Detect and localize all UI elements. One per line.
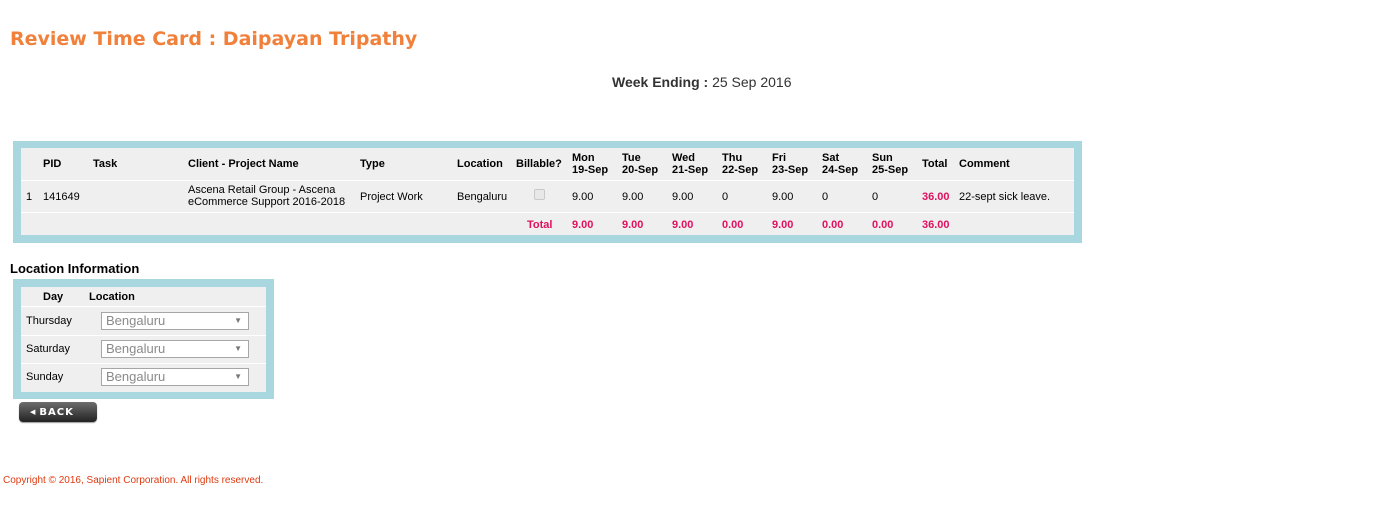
header-day-tue: Tue 20-Sep	[622, 152, 659, 176]
location-table: Day Location Thursday Bengaluru ▼ Saturd…	[13, 279, 274, 399]
row-client-project: Ascena Retail Group - Ascena eCommerce Su…	[188, 184, 346, 208]
chevron-down-icon: ▼	[234, 316, 242, 325]
location-header-day: Day	[43, 291, 64, 303]
location-select-thursday[interactable]: Bengaluru ▼	[101, 312, 249, 330]
day-label: Thursday	[26, 315, 72, 327]
total-sun: 0.00	[872, 219, 894, 231]
total-mon: 9.00	[572, 219, 594, 231]
row-hours-wed: 9.00	[672, 191, 694, 203]
header-day-thu: Thu 22-Sep	[722, 152, 759, 176]
totals-row: Total 9.00 9.00 9.00 0.00 9.00 0.00 0.00…	[21, 214, 1074, 235]
header-day-sat: Sat 24-Sep	[822, 152, 859, 176]
row-pid: 141649	[43, 191, 80, 203]
row-index: 1	[26, 191, 33, 203]
row-divider	[21, 335, 266, 336]
back-button-label: BACK	[39, 407, 74, 418]
triangle-left-icon: ◀	[30, 408, 37, 416]
week-ending: Week Ending : 25 Sep 2016	[612, 74, 792, 90]
location-row-thursday: Thursday Bengaluru ▼	[21, 307, 266, 335]
totals-label: Total	[527, 219, 553, 231]
location-row-sunday: Sunday Bengaluru ▼	[21, 363, 266, 391]
row-hours-sun: 0	[872, 191, 879, 203]
location-table-body: Day Location Thursday Bengaluru ▼ Saturd…	[21, 287, 266, 392]
timecard-header-row: PID Task Client - Project Name Type Loca…	[21, 148, 1074, 180]
header-location: Location	[457, 158, 503, 170]
row-total: 36.00	[922, 191, 950, 203]
header-total: Total	[922, 158, 948, 170]
row-type: Project Work	[360, 191, 423, 203]
row-hours-tue: 9.00	[622, 191, 644, 203]
row-divider	[21, 306, 266, 307]
week-ending-value: 25 Sep 2016	[708, 74, 792, 90]
select-value: Bengaluru	[106, 313, 166, 328]
select-value: Bengaluru	[106, 341, 166, 356]
copyright: Copyright © 2016, Sapient Corporation. A…	[3, 475, 264, 486]
day-label: Saturday	[26, 343, 71, 355]
page-title: Review Time Card : Daipayan Tripathy	[10, 28, 418, 50]
header-day-fri: Fri 23-Sep	[772, 152, 809, 176]
location-info-title: Location Information	[10, 261, 140, 276]
chevron-down-icon: ▼	[234, 344, 242, 353]
row-divider	[21, 363, 266, 364]
total-wed: 9.00	[672, 219, 694, 231]
header-day-mon: Mon 19-Sep	[572, 152, 609, 176]
back-button[interactable]: ◀ BACK	[19, 402, 97, 422]
location-header-location: Location	[89, 291, 135, 303]
select-value: Bengaluru	[106, 369, 166, 384]
header-day-sun: Sun 25-Sep	[872, 152, 909, 176]
timecard-table: PID Task Client - Project Name Type Loca…	[13, 141, 1082, 243]
total-thu: 0.00	[722, 219, 744, 231]
location-row-saturday: Saturday Bengaluru ▼	[21, 335, 266, 363]
table-row: 1 141649 Ascena Retail Group - Ascena eCo…	[21, 180, 1074, 213]
day-label: Sunday	[26, 371, 64, 383]
total-sat: 0.00	[822, 219, 844, 231]
total-fri: 9.00	[772, 219, 794, 231]
row-hours-fri: 9.00	[772, 191, 794, 203]
header-pid: PID	[43, 158, 62, 170]
header-day-wed: Wed 21-Sep	[672, 152, 709, 176]
billable-checkbox[interactable]	[534, 189, 545, 200]
chevron-down-icon: ▼	[234, 372, 242, 381]
grand-total: 36.00	[922, 219, 950, 231]
row-hours-thu: 0	[722, 191, 729, 203]
total-tue: 9.00	[622, 219, 644, 231]
timecard-table-body: PID Task Client - Project Name Type Loca…	[21, 148, 1074, 235]
row-hours-mon: 9.00	[572, 191, 594, 203]
row-hours-sat: 0	[822, 191, 829, 203]
header-task: Task	[93, 158, 118, 170]
header-comment: Comment	[959, 158, 1010, 170]
location-select-sunday[interactable]: Bengaluru ▼	[101, 368, 249, 386]
week-ending-label: Week Ending :	[612, 74, 709, 90]
row-location: Bengaluru	[457, 191, 508, 203]
header-client-project: Client - Project Name	[188, 158, 299, 170]
row-comment: 22-sept sick leave.	[959, 191, 1051, 203]
header-type: Type	[360, 158, 385, 170]
location-select-saturday[interactable]: Bengaluru ▼	[101, 340, 249, 358]
header-billable: Billable?	[516, 158, 562, 170]
